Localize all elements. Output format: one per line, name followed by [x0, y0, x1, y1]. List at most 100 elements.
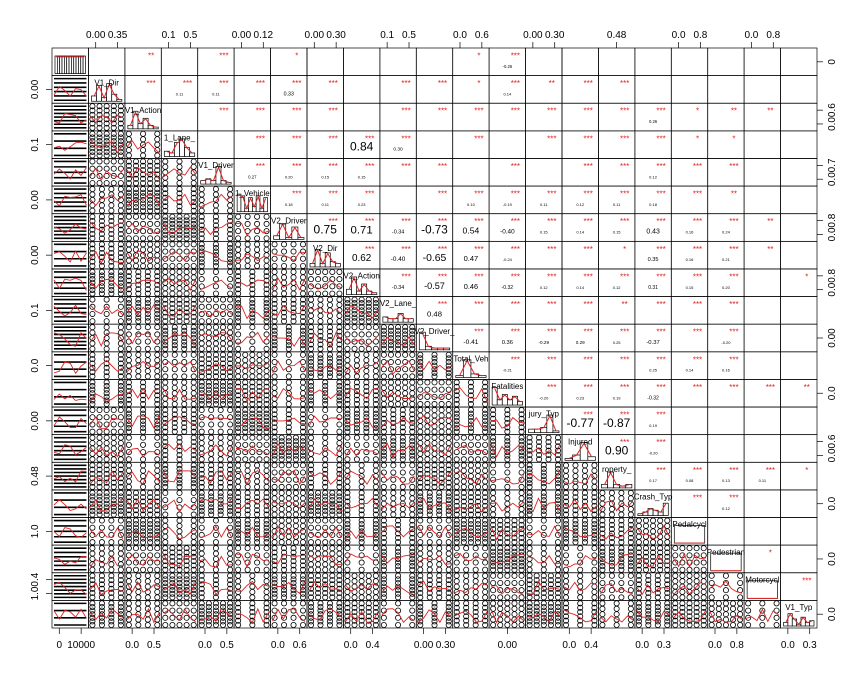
data-point: [307, 359, 314, 366]
data-point: [453, 483, 460, 490]
data-point: [292, 506, 299, 513]
data-point: [358, 588, 365, 595]
data-point: [125, 228, 132, 235]
data-point: [344, 383, 351, 390]
data-point: [372, 441, 379, 448]
data-point: [140, 130, 147, 137]
data-point: [299, 248, 306, 255]
data-point: [358, 467, 365, 474]
data-point: [417, 407, 424, 414]
data-point: [249, 314, 256, 321]
panel-7-19: [743, 240, 781, 270]
data-point: [358, 462, 365, 469]
data-point: [686, 583, 693, 590]
data-point: [98, 550, 105, 557]
data-point: [290, 313, 297, 320]
data-point: [125, 478, 132, 485]
data-point: [205, 296, 212, 303]
data-point: [103, 434, 110, 441]
panel-7-12: [488, 240, 526, 270]
data-point: [220, 622, 227, 629]
data-point: [380, 566, 387, 573]
data-point: [135, 273, 142, 280]
data-point: [263, 220, 270, 227]
panel-0-2: [124, 47, 162, 76]
panel-20-18: [707, 600, 745, 629]
data-point: [686, 578, 693, 585]
panel-12-3: [160, 379, 199, 408]
data-point: [117, 428, 124, 435]
data-point: [307, 345, 314, 352]
data-point: [693, 572, 700, 579]
data-point: [399, 495, 406, 502]
data-point: [472, 545, 479, 552]
data-point: [89, 245, 96, 252]
data-point: [144, 296, 151, 303]
data-point: [608, 506, 615, 513]
data-point: [227, 434, 234, 441]
data-point: [256, 401, 263, 408]
data-point: [89, 231, 96, 238]
data-point: [140, 257, 147, 264]
data-point: [98, 218, 105, 225]
data-point: [117, 213, 124, 220]
smooth-line: [126, 361, 160, 373]
data-point: [540, 550, 547, 557]
data-point: [518, 600, 525, 607]
data-point: [117, 561, 124, 568]
smooth-line: [162, 387, 196, 400]
data-point: [453, 456, 460, 463]
panel-9-16: [634, 296, 672, 325]
data-point: [147, 220, 154, 227]
data-point: [263, 545, 270, 552]
panel-18-20: [780, 544, 818, 574]
panel-5-14: [561, 185, 599, 215]
data-point: [353, 362, 360, 369]
data-point: [135, 588, 142, 595]
smooth-line: [90, 194, 124, 207]
data-point: [235, 392, 242, 399]
data-point: [299, 313, 306, 320]
data-point: [190, 207, 197, 214]
data-point: [254, 478, 261, 485]
data-point: [125, 180, 132, 187]
data-point: [198, 524, 205, 531]
data-point: [336, 383, 343, 390]
data-point: [453, 388, 460, 395]
data-point: [453, 572, 460, 579]
data-point: [208, 428, 215, 435]
panel-2-13: [525, 102, 563, 132]
data-point: [198, 218, 205, 225]
data-point: [424, 450, 431, 457]
data-point: [504, 594, 511, 601]
data-point: [110, 141, 117, 148]
data-point: [445, 386, 452, 393]
panel-8-18: [707, 268, 745, 297]
data-point: [110, 428, 117, 435]
data-point: [132, 186, 139, 193]
data-point: [453, 545, 460, 552]
data-point: [198, 622, 205, 629]
data-point: [518, 489, 525, 496]
data-point: [395, 327, 402, 334]
data-point: [263, 462, 270, 469]
data-point: [372, 310, 379, 317]
data-point: [235, 401, 242, 408]
data-point: [372, 428, 379, 435]
smooth-line: [272, 304, 306, 316]
data-point: [650, 522, 657, 529]
data-point: [635, 528, 642, 535]
data-point: [135, 368, 142, 375]
data-point: [344, 588, 351, 595]
data-point: [227, 303, 234, 310]
data-point: [307, 428, 314, 435]
data-point: [227, 244, 234, 251]
panel-8-16: [634, 268, 672, 297]
panel-14-4: [197, 434, 235, 463]
smooth-line: [236, 362, 269, 370]
data-point: [227, 318, 234, 325]
data-point: [263, 286, 270, 293]
data-point: [504, 500, 511, 507]
data-point: [89, 213, 96, 220]
data-point: [144, 303, 151, 310]
